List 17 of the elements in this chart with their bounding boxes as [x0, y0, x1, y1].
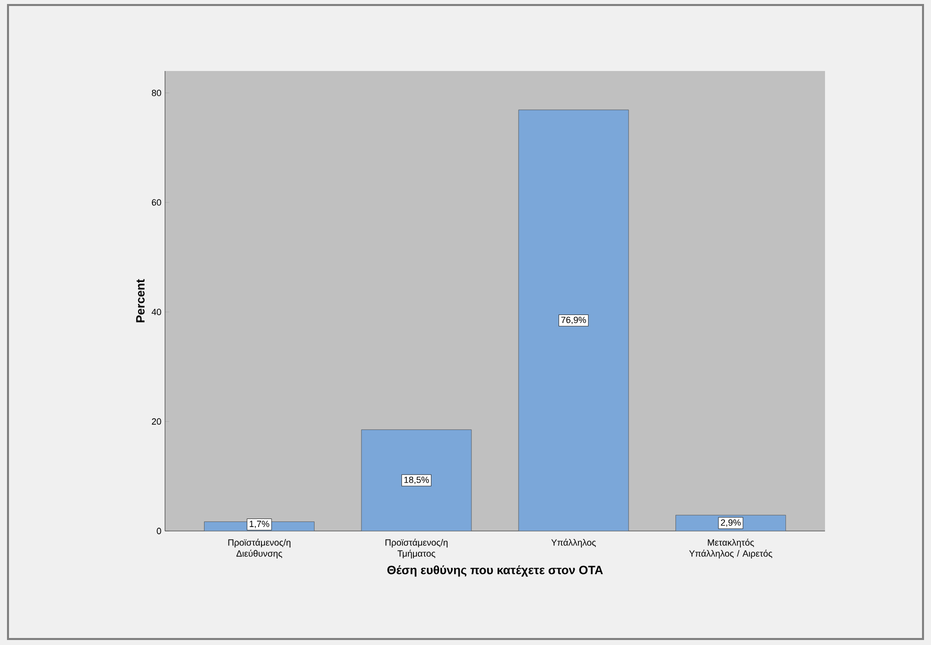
y-axis-title: Percent: [136, 279, 145, 322]
bar: [518, 110, 629, 531]
x-tick-label: Μετακλητός Υπάλληλος / Αιρετός: [689, 538, 772, 558]
data-label: 2,9%: [720, 519, 741, 527]
x-tick-label: Προϊστάμενος/η Τμήματος: [385, 538, 448, 558]
bar: [361, 429, 472, 531]
y-tick-label: 40: [152, 308, 162, 316]
data-label: 76,9%: [561, 316, 586, 324]
data-label: 18,5%: [404, 476, 429, 484]
x-tick-label: Προϊστάμενος/η Διεύθυνσης: [228, 538, 290, 558]
y-tick-label: 0: [156, 528, 162, 534]
y-tick-label: 80: [152, 90, 162, 96]
y-tick-label: 20: [152, 418, 162, 425]
x-axis-title: Θέση ευθύνης που κατέχετε στον ΟΤΑ: [387, 565, 603, 577]
data-label: 1,7%: [250, 520, 270, 528]
x-tick-label: Υπάλληλος: [551, 538, 596, 548]
y-tick-label: 60: [152, 199, 162, 206]
